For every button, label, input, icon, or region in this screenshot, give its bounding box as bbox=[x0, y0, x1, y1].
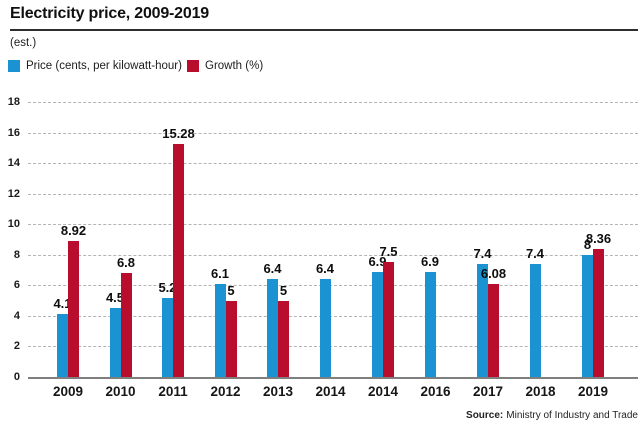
value-label: 6.4 bbox=[315, 261, 335, 277]
x-axis-label-2011: 2011 bbox=[158, 384, 188, 399]
bar-price-2019 bbox=[582, 254, 593, 377]
gridline bbox=[28, 254, 638, 256]
y-axis-tick-label: 0 bbox=[13, 371, 20, 383]
chart-title: Electricity price, 2009-2019 bbox=[10, 5, 209, 22]
value-label: 6.9 bbox=[420, 253, 440, 269]
value-label: 5.2 bbox=[158, 279, 177, 295]
bar-price-2014 bbox=[372, 271, 383, 377]
gridline bbox=[28, 102, 638, 103]
value-label: 5 bbox=[279, 282, 288, 298]
y-axis-tick-label: 16 bbox=[7, 126, 20, 139]
value-label: 8 bbox=[583, 236, 592, 252]
gridline bbox=[28, 224, 638, 226]
gridline bbox=[28, 315, 638, 317]
legend-item-price: Price (cents, per kilowatt-hour) bbox=[8, 60, 182, 72]
value-label: 6.8 bbox=[116, 255, 136, 271]
y-axis-tick-label: 8 bbox=[13, 248, 20, 261]
source-label: Source: bbox=[466, 410, 504, 421]
value-label: 8.36 bbox=[585, 231, 612, 247]
bar-growth-2009 bbox=[68, 240, 79, 377]
x-axis-label-2009: 2009 bbox=[52, 384, 84, 399]
bar-price-2010 bbox=[109, 308, 121, 377]
gridline bbox=[28, 193, 638, 195]
chart-subtitle: (est.) bbox=[10, 37, 37, 49]
y-axis-tick-label: 6 bbox=[13, 279, 20, 292]
x-axis-label-2017: 2017 bbox=[472, 384, 504, 399]
bar-price-2014 bbox=[319, 279, 331, 377]
title-rule bbox=[10, 29, 638, 31]
gridline bbox=[28, 285, 638, 287]
legend-label-price: Price (cents, per kilowatt-hour) bbox=[26, 60, 182, 72]
x-axis-label-2010: 2010 bbox=[105, 384, 136, 399]
value-label: 4.1 bbox=[53, 296, 72, 312]
bar-growth-2011 bbox=[173, 143, 184, 377]
price-series-swatch bbox=[8, 60, 20, 72]
value-label: 6.08 bbox=[480, 266, 507, 282]
value-label: 5 bbox=[227, 282, 235, 298]
value-label: 7.4 bbox=[525, 245, 545, 261]
bar-price-2009 bbox=[57, 314, 68, 377]
bar-growth-2012 bbox=[225, 300, 237, 377]
value-label: 7.5 bbox=[379, 244, 398, 260]
y-axis-tick-label: 10 bbox=[7, 218, 20, 231]
gridline bbox=[28, 163, 638, 165]
source-line: Source: Ministry of Industry and Trade bbox=[466, 410, 638, 421]
x-axis-label-2014: 2014 bbox=[315, 384, 346, 399]
bar-price-2017 bbox=[477, 263, 488, 377]
bar-price-2011 bbox=[162, 297, 173, 377]
value-label: 8.92 bbox=[60, 222, 87, 238]
x-axis-label-2016: 2016 bbox=[420, 384, 451, 399]
gridline bbox=[28, 346, 638, 348]
source-text: Ministry of Industry and Trade bbox=[506, 410, 638, 421]
x-axis-label-2012: 2012 bbox=[210, 384, 241, 399]
bar-growth-2014 bbox=[383, 262, 394, 377]
gridline bbox=[28, 132, 638, 134]
value-label: 6.9 bbox=[368, 253, 387, 269]
x-axis-label-2014: 2014 bbox=[367, 384, 399, 399]
x-axis-baseline bbox=[28, 377, 638, 379]
bar-price-2016 bbox=[424, 271, 436, 377]
y-axis-tick-label: 2 bbox=[13, 340, 20, 353]
legend-label-growth: Growth (%) bbox=[205, 60, 264, 72]
y-axis-tick-label: 12 bbox=[7, 187, 20, 200]
growth-series-swatch bbox=[187, 60, 199, 72]
bar-price-2018 bbox=[529, 263, 541, 377]
x-axis-label-2019: 2019 bbox=[577, 384, 609, 399]
y-axis-tick-label: 18 bbox=[7, 96, 20, 108]
value-label: 4.5 bbox=[105, 290, 125, 306]
legend-item-growth: Growth (%) bbox=[187, 60, 263, 72]
bar-growth-2017 bbox=[488, 284, 499, 377]
y-axis-tick-label: 14 bbox=[7, 157, 20, 170]
bar-growth-2019 bbox=[593, 249, 604, 377]
value-label: 6.4 bbox=[263, 261, 282, 277]
y-axis-tick-label: 4 bbox=[13, 309, 20, 322]
value-label: 7.4 bbox=[473, 245, 492, 261]
x-axis-label-2018: 2018 bbox=[525, 384, 556, 399]
bar-price-2013 bbox=[267, 279, 278, 377]
value-label: 6.1 bbox=[210, 265, 230, 281]
value-label: 15.28 bbox=[162, 125, 195, 141]
x-axis-label-2013: 2013 bbox=[262, 384, 294, 399]
bar-growth-2013 bbox=[278, 300, 289, 377]
bar-growth-2010 bbox=[120, 273, 132, 377]
bar-price-2012 bbox=[214, 283, 226, 377]
